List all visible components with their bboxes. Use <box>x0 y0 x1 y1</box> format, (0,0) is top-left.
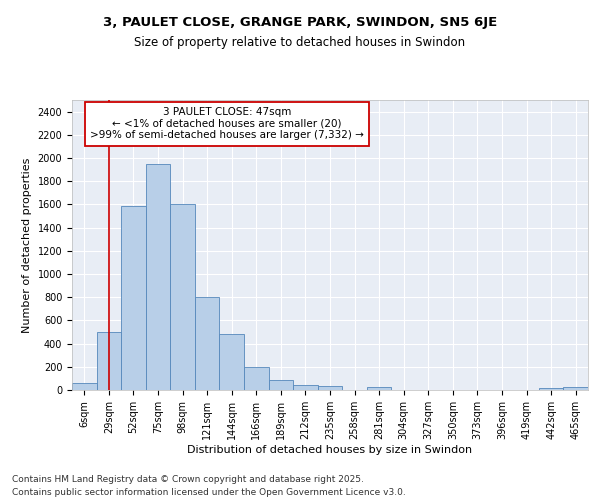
Text: Contains public sector information licensed under the Open Government Licence v3: Contains public sector information licen… <box>12 488 406 497</box>
Text: Contains HM Land Registry data © Crown copyright and database right 2025.: Contains HM Land Registry data © Crown c… <box>12 476 364 484</box>
Text: 3 PAULET CLOSE: 47sqm
← <1% of detached houses are smaller (20)
>99% of semi-det: 3 PAULET CLOSE: 47sqm ← <1% of detached … <box>90 108 364 140</box>
Bar <box>269 380 293 390</box>
Text: Size of property relative to detached houses in Swindon: Size of property relative to detached ho… <box>134 36 466 49</box>
Bar <box>146 164 170 390</box>
Bar <box>72 383 97 390</box>
Bar <box>195 297 220 390</box>
Bar <box>539 388 563 390</box>
Bar <box>97 332 121 390</box>
Y-axis label: Number of detached properties: Number of detached properties <box>22 158 32 332</box>
Bar <box>220 334 244 390</box>
Bar <box>170 204 195 390</box>
Bar <box>293 385 318 390</box>
Bar <box>121 206 146 390</box>
Bar <box>244 367 269 390</box>
Bar <box>563 387 588 390</box>
X-axis label: Distribution of detached houses by size in Swindon: Distribution of detached houses by size … <box>187 444 473 454</box>
Bar <box>318 386 342 390</box>
Text: 3, PAULET CLOSE, GRANGE PARK, SWINDON, SN5 6JE: 3, PAULET CLOSE, GRANGE PARK, SWINDON, S… <box>103 16 497 29</box>
Bar <box>367 387 391 390</box>
